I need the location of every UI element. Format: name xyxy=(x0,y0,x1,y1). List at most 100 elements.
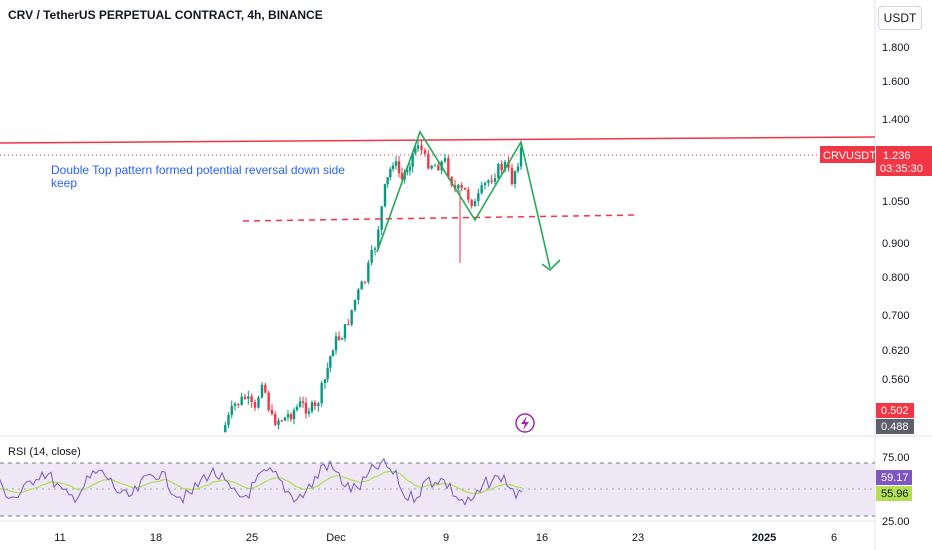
price-tick: 1.400 xyxy=(882,114,910,126)
rsi-line xyxy=(0,457,523,506)
time-tick: 18 xyxy=(150,532,162,544)
time-tick: 11 xyxy=(54,532,65,544)
rsi-legend[interactable]: RSI (14, close) xyxy=(8,446,81,458)
annotation-text[interactable]: Double Top pattern formed potential reve… xyxy=(51,163,345,190)
candle-body xyxy=(416,145,420,149)
candle-body xyxy=(423,150,427,154)
candle-body xyxy=(350,309,353,325)
candle-body xyxy=(477,193,480,202)
candle-body xyxy=(237,403,240,405)
candle-body xyxy=(243,396,247,399)
low-badge-2-text: 0.488 xyxy=(881,421,909,433)
low-badge-1-text: 0.502 xyxy=(881,405,909,417)
time-tick: 16 xyxy=(536,532,548,544)
candle-body xyxy=(289,414,293,420)
candle-body xyxy=(353,299,357,310)
price-tick: 0.800 xyxy=(882,272,910,284)
candle-body xyxy=(463,187,467,190)
candle-body xyxy=(240,396,243,405)
candle-body xyxy=(373,248,377,250)
rsi-ma-badge: 55.96 xyxy=(876,486,912,501)
time-tick: Dec xyxy=(326,532,346,544)
candle-body xyxy=(233,403,237,406)
time-tick: 6 xyxy=(831,532,837,544)
price-tick: 0.700 xyxy=(882,310,910,322)
candle-body xyxy=(411,153,414,167)
candle-body xyxy=(295,406,299,411)
price-tick: 1.800 xyxy=(882,42,910,54)
rsi-ma-line xyxy=(0,470,523,495)
candle-body xyxy=(503,161,507,171)
candle-body xyxy=(457,184,460,189)
candle-body xyxy=(250,396,253,403)
candle-body xyxy=(480,185,483,194)
double-top-pattern[interactable] xyxy=(376,130,551,269)
candle-body xyxy=(257,397,260,408)
candle-body xyxy=(497,163,500,179)
rsi-band xyxy=(0,463,875,516)
candle-body xyxy=(301,401,305,403)
candle-body xyxy=(298,401,302,407)
neckline-line[interactable] xyxy=(242,214,639,222)
candle-body xyxy=(408,166,412,171)
candle-body xyxy=(292,410,296,420)
candle-body xyxy=(487,180,490,183)
candle-body xyxy=(230,405,233,415)
candle-body xyxy=(340,338,344,340)
countdown-text: 03:35:30 xyxy=(880,163,923,175)
candle-body xyxy=(224,425,227,432)
time-tick: 23 xyxy=(632,532,644,544)
lightning-icon[interactable] xyxy=(515,413,535,433)
candle-body xyxy=(493,178,497,182)
candle-body xyxy=(500,163,503,171)
candle-body xyxy=(360,281,363,290)
candle-body xyxy=(483,182,487,186)
candle-body xyxy=(274,414,277,425)
candle-body xyxy=(467,189,470,200)
time-axis: 11 18 25 Dec 9 16 23 2025 6 xyxy=(54,532,837,544)
candle-body xyxy=(286,414,290,418)
candle-body xyxy=(267,392,270,410)
candle-body xyxy=(516,166,520,172)
candle-body xyxy=(310,402,314,412)
candle-body xyxy=(367,262,370,282)
last-price-badge: 1.236 03:35:30 xyxy=(876,146,932,176)
time-tick: 25 xyxy=(246,532,258,544)
price-tick: 1.050 xyxy=(882,196,910,208)
candle-body xyxy=(414,148,417,154)
candle-body xyxy=(394,161,398,166)
candle-body xyxy=(227,414,230,426)
candle-body xyxy=(380,206,383,230)
candle-body xyxy=(443,158,447,162)
symbol-badge: CRVUSDT.P xyxy=(820,146,885,163)
low-badge-2: 0.488 xyxy=(876,419,914,434)
candle-body xyxy=(347,324,350,326)
candle-body xyxy=(430,165,433,169)
chart-title: CRV / TetherUS PERPETUAL CONTRACT, 4h, B… xyxy=(8,8,323,22)
candle-body xyxy=(437,165,440,171)
candle-body xyxy=(490,180,493,182)
candle-body xyxy=(270,409,274,415)
candle-body xyxy=(337,336,341,340)
candle-body xyxy=(317,403,320,407)
currency-button[interactable]: USDT xyxy=(878,6,922,30)
candle-body xyxy=(519,147,523,167)
candle-body xyxy=(386,177,389,185)
rsi-tick: 75.00 xyxy=(882,452,910,464)
resistance-line[interactable] xyxy=(0,136,876,144)
price-tick: 0.560 xyxy=(882,374,910,386)
candle-body xyxy=(304,402,308,414)
candle-body xyxy=(397,161,401,174)
symbol-badge-text: CRVUSDT.P xyxy=(823,150,885,162)
arrow-head xyxy=(541,259,561,272)
candle-body xyxy=(507,161,510,168)
last-price-text: 1.236 xyxy=(883,150,911,162)
candle-body xyxy=(313,402,317,407)
candle-body xyxy=(334,336,338,351)
price-axis: 1.800 1.600 1.400 1.050 0.900 0.800 0.70… xyxy=(882,42,910,386)
candle-body xyxy=(363,281,367,283)
rsi-tick: 25.00 xyxy=(882,516,910,528)
time-tick: 9 xyxy=(443,532,449,544)
rsi-value-text: 59.17 xyxy=(881,472,909,484)
